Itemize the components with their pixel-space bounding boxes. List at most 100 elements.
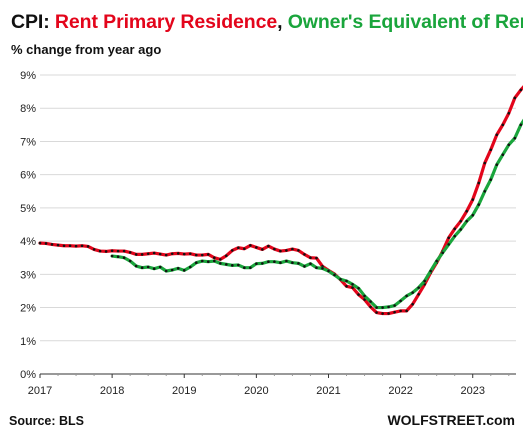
data-point — [164, 269, 168, 273]
tick-labels: 0% 1% 2% 3% 4% 5% 6% 7% 8% 9% 2017 2018 2019 2020 2021… — [20, 70, 485, 397]
data-point — [188, 265, 192, 269]
data-point — [399, 309, 402, 313]
data-point — [345, 284, 348, 288]
axes — [39, 373, 516, 378]
data-point — [471, 213, 475, 217]
data-point — [357, 293, 360, 296]
data-point — [393, 310, 396, 314]
data-point — [447, 243, 450, 246]
data-point — [519, 123, 523, 127]
chart-title: CPI: Rent Primary Residence, Owner's Equ… — [11, 11, 523, 34]
x-tick-label: 2018 — [100, 385, 124, 397]
data-point — [327, 269, 330, 273]
data-point — [285, 249, 288, 252]
data-point — [200, 259, 204, 263]
data-point — [465, 219, 469, 223]
data-point — [170, 268, 174, 272]
data-point — [267, 260, 270, 264]
data-point — [212, 256, 216, 260]
data-point — [194, 261, 198, 265]
data-point — [273, 260, 276, 264]
title-separator: , — [277, 11, 288, 33]
chart-subtitle: % change from year ago — [11, 42, 162, 57]
data-point — [369, 305, 372, 309]
data-point — [146, 265, 150, 269]
data-point — [387, 305, 390, 309]
data-point — [50, 243, 54, 246]
data-point — [465, 209, 469, 213]
data-point — [501, 153, 505, 157]
data-point — [447, 236, 450, 240]
x-tick-label: 2020 — [244, 385, 268, 397]
data-point — [206, 253, 210, 256]
oer-line — [110, 118, 523, 310]
data-point — [128, 259, 132, 263]
data-point — [219, 262, 222, 265]
data-point — [182, 269, 186, 272]
data-point — [134, 264, 138, 268]
data-point — [459, 219, 463, 223]
data-point — [519, 88, 523, 92]
data-point — [237, 263, 240, 267]
x-tick-label: 2019 — [172, 385, 196, 397]
data-point — [369, 300, 372, 303]
data-point — [411, 291, 414, 294]
data-point — [303, 253, 306, 256]
data-point — [225, 254, 228, 258]
data-point — [74, 244, 78, 248]
data-point — [405, 294, 408, 298]
data-point — [495, 133, 499, 137]
data-point — [357, 286, 360, 290]
x-tick-label: 2022 — [388, 385, 412, 397]
data-point — [381, 312, 384, 315]
data-point — [68, 244, 72, 248]
data-point — [158, 252, 162, 256]
data-point — [110, 249, 114, 253]
y-tick-label: 7% — [20, 136, 36, 148]
data-point — [249, 244, 252, 247]
data-point — [387, 312, 390, 315]
data-point — [435, 259, 438, 263]
data-point — [375, 306, 378, 309]
data-point — [489, 178, 493, 181]
data-point — [182, 252, 186, 256]
y-tick-label: 1% — [20, 336, 36, 348]
data-point — [399, 299, 402, 303]
title-oer: Owner's Equivalent of Rent — [287, 11, 523, 33]
data-point — [249, 266, 252, 269]
data-point — [116, 249, 120, 253]
data-point — [200, 253, 204, 257]
data-point — [164, 253, 168, 257]
y-tick-label: 9% — [20, 70, 36, 82]
data-point — [128, 251, 132, 254]
data-point — [225, 263, 228, 266]
data-point — [158, 265, 162, 269]
data-point — [489, 148, 493, 152]
data-point — [219, 258, 222, 261]
data-point — [513, 96, 517, 100]
rent-primary-residence-line-group — [38, 85, 523, 316]
data-point — [44, 242, 48, 245]
x-tick-label: 2023 — [460, 385, 484, 397]
data-point — [459, 228, 463, 231]
data-point — [285, 259, 288, 263]
data-point — [345, 279, 348, 283]
data-point — [315, 256, 318, 260]
data-point — [279, 261, 282, 265]
data-point — [212, 259, 216, 263]
data-point — [375, 311, 378, 314]
data-point — [38, 241, 42, 245]
data-point — [176, 252, 180, 255]
data-point — [507, 111, 511, 115]
data-point — [351, 283, 354, 286]
data-point — [273, 247, 276, 251]
data-point — [315, 266, 318, 269]
data-point — [471, 198, 475, 201]
data-point — [231, 264, 234, 267]
gridlines — [40, 74, 516, 342]
data-point — [243, 266, 246, 269]
y-tick-label: 2% — [20, 303, 36, 315]
data-point — [477, 203, 481, 206]
data-point — [86, 245, 90, 248]
